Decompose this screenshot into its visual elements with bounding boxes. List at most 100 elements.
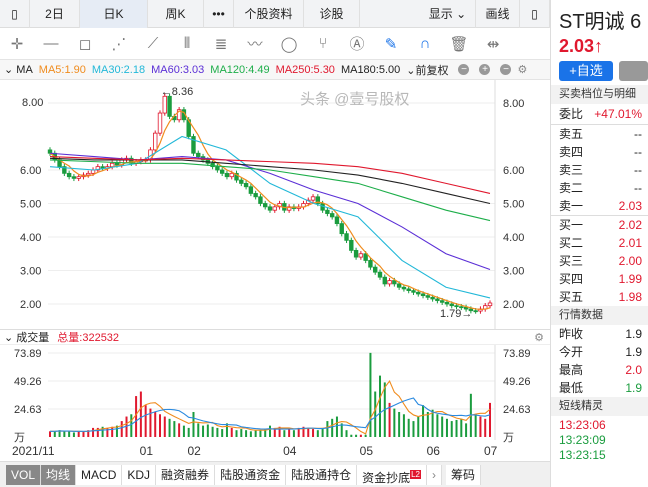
volume-bar bbox=[144, 405, 147, 437]
add-icon[interactable]: + bbox=[479, 64, 491, 75]
indicator-tab[interactable]: 陆股通持仓 bbox=[286, 464, 358, 485]
volume-bar bbox=[393, 408, 396, 437]
segment-icon[interactable]: ⟋ bbox=[147, 35, 159, 52]
more-indicators-icon[interactable]: › bbox=[427, 464, 443, 485]
candle bbox=[229, 172, 234, 178]
indicator-tab[interactable]: VOL bbox=[6, 464, 42, 485]
annotation-icon[interactable]: Ⓐ bbox=[349, 36, 365, 53]
ma-legend-item: MA250:5.30 bbox=[275, 63, 335, 76]
volume-bar bbox=[235, 430, 238, 437]
price-tick-label-left: 4.00 bbox=[20, 232, 41, 244]
display-dropdown[interactable]: 显示 ⌄ bbox=[420, 0, 476, 28]
candle bbox=[454, 305, 459, 308]
price-tick-label-left: 2.00 bbox=[20, 299, 41, 311]
volume-bar bbox=[326, 421, 329, 437]
fork-icon[interactable]: ⑂ bbox=[318, 35, 328, 52]
indicator-tab[interactable]: 融资融券 bbox=[156, 464, 216, 485]
candle bbox=[66, 172, 72, 178]
candle bbox=[463, 306, 469, 310]
indicator-tab[interactable]: 资金抄底L2 bbox=[357, 464, 428, 485]
row-value: -- bbox=[634, 163, 642, 177]
volume-bar bbox=[178, 423, 181, 437]
x-axis-label: 07 bbox=[484, 444, 498, 458]
ma180-line bbox=[49, 157, 491, 205]
candle bbox=[416, 291, 421, 295]
circle-icon[interactable]: ◯ bbox=[280, 35, 298, 53]
more-button[interactable] bbox=[619, 61, 648, 81]
vlines-icon[interactable]: ⦀ bbox=[183, 35, 191, 52]
candle bbox=[373, 266, 378, 273]
candle bbox=[411, 290, 416, 293]
zoom-out-icon[interactable]: − bbox=[458, 64, 470, 75]
panel-row: 今开 1.9 bbox=[551, 343, 648, 361]
sidebar-toggle-icon[interactable]: ▯ bbox=[0, 0, 30, 28]
more-tab[interactable]: ••• bbox=[204, 0, 234, 28]
price-chart[interactable]: 8.00 6.00 6.00 5.00 5.00 4.00 4.00 3.00 3.00 2.00… bbox=[0, 80, 550, 330]
volume-bar bbox=[92, 427, 95, 437]
tab-profile[interactable]: 个股资料 bbox=[234, 0, 304, 28]
tab-weekly[interactable]: 周K bbox=[148, 0, 204, 28]
panel-toggle-icon[interactable]: ▯ bbox=[520, 0, 550, 28]
volume-bar bbox=[106, 427, 109, 437]
text-lines-icon[interactable]: ≣ bbox=[214, 35, 228, 53]
indicator-tab[interactable]: MACD bbox=[76, 464, 123, 485]
tab-daily[interactable]: 日K bbox=[80, 0, 148, 28]
indicator-tab[interactable]: 均线 bbox=[41, 464, 77, 485]
volume-bar bbox=[115, 425, 118, 437]
high-annotation: ←8.36 bbox=[161, 86, 193, 98]
row-label: 买三 bbox=[559, 254, 584, 268]
candle bbox=[425, 295, 431, 298]
candle bbox=[167, 95, 172, 117]
volume-title[interactable]: ⌄ 成交量 bbox=[4, 332, 50, 344]
ma-toggle[interactable]: ⌄ MA bbox=[4, 64, 33, 76]
row-label: 买二 bbox=[559, 236, 584, 250]
rect-icon[interactable]: ◻ bbox=[78, 35, 92, 53]
indicator-tab[interactable]: 陆股通资金 bbox=[215, 464, 287, 485]
volume-bar bbox=[292, 430, 295, 437]
tab-2day[interactable]: 2日 bbox=[30, 0, 80, 28]
volume-bar bbox=[417, 416, 420, 437]
volume-bar bbox=[278, 426, 281, 437]
ma-legend-item: MA60:3.03 bbox=[151, 63, 205, 76]
trash-icon[interactable]: 🗑 bbox=[449, 35, 469, 53]
candle bbox=[76, 176, 81, 179]
candle bbox=[444, 301, 450, 305]
candle bbox=[95, 166, 101, 171]
price-tick-label: 8.00 bbox=[503, 98, 524, 110]
volume-tick-right: 49.26 bbox=[503, 376, 531, 388]
crosshair-icon[interactable]: ✛ bbox=[10, 35, 24, 53]
volume-bar bbox=[58, 430, 61, 437]
line-icon[interactable]: — bbox=[43, 35, 59, 52]
adjust-dropdown[interactable]: ⌄前复权 bbox=[406, 64, 449, 77]
x-axis-label: 04 bbox=[283, 444, 297, 458]
chips-button[interactable]: 筹码 bbox=[446, 464, 482, 485]
volume-bar bbox=[139, 391, 142, 437]
wave-icon[interactable]: 〰 bbox=[247, 36, 263, 53]
row-value: 1.9 bbox=[625, 381, 642, 395]
row-label: 今开 bbox=[559, 345, 584, 359]
draw-button[interactable]: 画线 bbox=[476, 0, 520, 28]
candle bbox=[86, 172, 91, 176]
split-icon[interactable]: ⇹ bbox=[486, 35, 500, 53]
volume-bar bbox=[436, 414, 439, 437]
x-axis-label: 01 bbox=[140, 444, 154, 458]
minus-icon[interactable]: − bbox=[500, 64, 512, 75]
add-favorite-button[interactable]: +自选 bbox=[559, 61, 614, 81]
tab-diagnosis[interactable]: 诊股 bbox=[304, 0, 360, 28]
pen-icon[interactable]: ✎ bbox=[384, 35, 398, 53]
volume-settings-icon[interactable]: ⚙ bbox=[534, 331, 544, 344]
candle bbox=[459, 306, 464, 309]
settings-icon[interactable]: ⚙ bbox=[517, 64, 528, 76]
indicator-tabs: VOL 均线 MACD KDJ 融资融券 陆股通资金 陆股通持仓 资金抄底L2 › 筹码 bbox=[0, 461, 550, 487]
row-label: 买一 bbox=[559, 218, 584, 232]
volume-bar bbox=[450, 421, 453, 437]
volume-bar bbox=[455, 419, 458, 437]
volume-bar bbox=[49, 431, 51, 437]
fan-icon[interactable]: ⋰ bbox=[111, 35, 127, 53]
magnet-icon[interactable]: ∩ bbox=[419, 35, 431, 52]
candle bbox=[430, 296, 435, 300]
candle bbox=[392, 280, 397, 285]
indicator-tab[interactable]: KDJ bbox=[122, 464, 157, 485]
ratio-label: 委比 bbox=[559, 107, 584, 121]
